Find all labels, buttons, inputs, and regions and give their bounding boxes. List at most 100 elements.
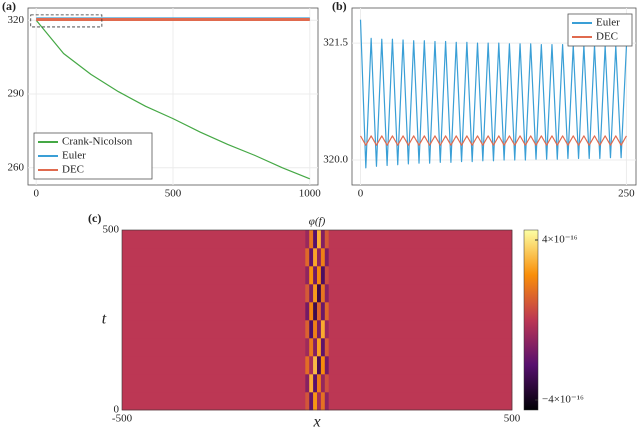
heat-cell: [328, 356, 513, 375]
heat-cell: [305, 392, 310, 411]
heat-cell: [324, 248, 329, 267]
heat-cell: [320, 320, 326, 339]
heat-cell: [313, 248, 318, 267]
heat-cell: [320, 302, 326, 321]
heat-cell: [324, 266, 329, 285]
heat-cell: [320, 356, 326, 375]
heat-cell: [328, 230, 513, 249]
heat-cell: [324, 356, 329, 375]
heat-cell: [305, 356, 310, 375]
heat-cell: [317, 392, 322, 411]
heat-cell: [317, 284, 322, 303]
heat-cell: [324, 392, 329, 411]
panel-label: (b): [332, 0, 347, 13]
heat-cell: [122, 230, 306, 249]
plot-frame: [121, 229, 513, 411]
heat-cell: [313, 320, 318, 339]
zoom-box: [30, 14, 103, 28]
legend-box: [567, 13, 633, 47]
heat-cell: [309, 392, 314, 411]
heat-cell: [328, 320, 513, 339]
heat-cell: [328, 338, 513, 357]
heat-cell: [320, 230, 326, 249]
heat-cell: [313, 374, 318, 393]
y-tick-label: 320: [8, 14, 25, 26]
y-axis-label: t: [102, 311, 107, 328]
heat-cell: [309, 320, 314, 339]
heat-cell: [320, 248, 326, 267]
colorbar-tick-label: −4×10⁻¹⁶: [542, 394, 584, 406]
series-line: [359, 135, 627, 146]
heat-cell: [317, 356, 322, 375]
legend-label: DEC: [596, 31, 618, 43]
heat-cell: [122, 374, 306, 393]
legend-label: Crank-Nicolson: [62, 136, 133, 148]
x-tick-label: 1000: [299, 188, 322, 200]
panel-label: (c): [88, 211, 101, 225]
y-tick-label: 500: [103, 224, 120, 236]
legend-label: Euler: [62, 150, 86, 162]
x-tick-label: 500: [165, 188, 182, 200]
y-tick-label: 260: [8, 161, 25, 173]
series-line: [359, 19, 628, 169]
heat-cell: [305, 374, 310, 393]
heat-cell: [320, 392, 326, 411]
heat-cell: [317, 266, 322, 285]
heat-cell: [309, 248, 314, 267]
heat-cell: [309, 356, 314, 375]
heat-cell: [328, 248, 513, 267]
colorbar: [523, 229, 539, 411]
y-tick-label: 290: [8, 88, 25, 100]
heat-cell: [320, 374, 326, 393]
heat-cell: [320, 338, 326, 357]
heat-cell: [324, 374, 329, 393]
heat-cell: [320, 284, 326, 303]
heat-cell: [313, 266, 318, 285]
heat-cell: [305, 320, 310, 339]
heat-cell: [324, 230, 329, 249]
heat-cell: [305, 338, 310, 357]
heat-cell: [122, 248, 306, 267]
panel-label: (a): [2, 0, 16, 13]
y-tick-label: 321.5: [323, 37, 348, 49]
legend-label: DEC: [62, 164, 84, 176]
chart-title: φ(f): [309, 216, 326, 228]
heat-cell: [305, 266, 310, 285]
heat-cell: [309, 284, 314, 303]
heat-cell: [317, 230, 322, 249]
heat-cell: [328, 374, 513, 393]
heat-cell: [122, 392, 306, 411]
heat-cell: [313, 356, 318, 375]
heat-cell: [313, 284, 318, 303]
heat-cell: [122, 356, 306, 375]
heat-cell: [317, 338, 322, 357]
heat-cell: [328, 284, 513, 303]
heat-cell: [320, 266, 326, 285]
heat-cell: [328, 266, 513, 285]
heat-cell: [309, 302, 314, 321]
x-tick-label: -500: [112, 413, 133, 425]
heat-cell: [305, 302, 310, 321]
y-tick-label: 320.0: [323, 154, 348, 166]
heat-cell: [309, 338, 314, 357]
heat-cell: [317, 374, 322, 393]
heat-cell: [324, 338, 329, 357]
heat-cell: [309, 266, 314, 285]
x-axis-label: x: [312, 414, 320, 428]
colorbar-tick-label: 4×10⁻¹⁶: [542, 234, 578, 246]
heat-cell: [305, 284, 310, 303]
legend-label: Euler: [596, 17, 620, 29]
heat-cell: [313, 392, 318, 411]
heat-cell: [313, 338, 318, 357]
x-tick-label: 250: [618, 188, 635, 200]
heat-cell: [313, 230, 318, 249]
y-tick-label: 0: [114, 404, 120, 416]
heat-cell: [309, 230, 314, 249]
heat-cell: [305, 248, 310, 267]
heat-cell: [324, 302, 329, 321]
heat-cell: [122, 320, 306, 339]
heat-cell: [317, 320, 322, 339]
heat-cell: [324, 284, 329, 303]
heat-cell: [122, 266, 306, 285]
